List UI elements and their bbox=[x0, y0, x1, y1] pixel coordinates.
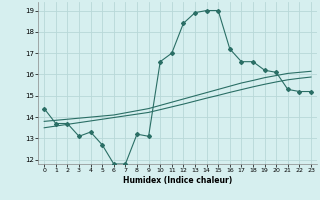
X-axis label: Humidex (Indice chaleur): Humidex (Indice chaleur) bbox=[123, 176, 232, 185]
